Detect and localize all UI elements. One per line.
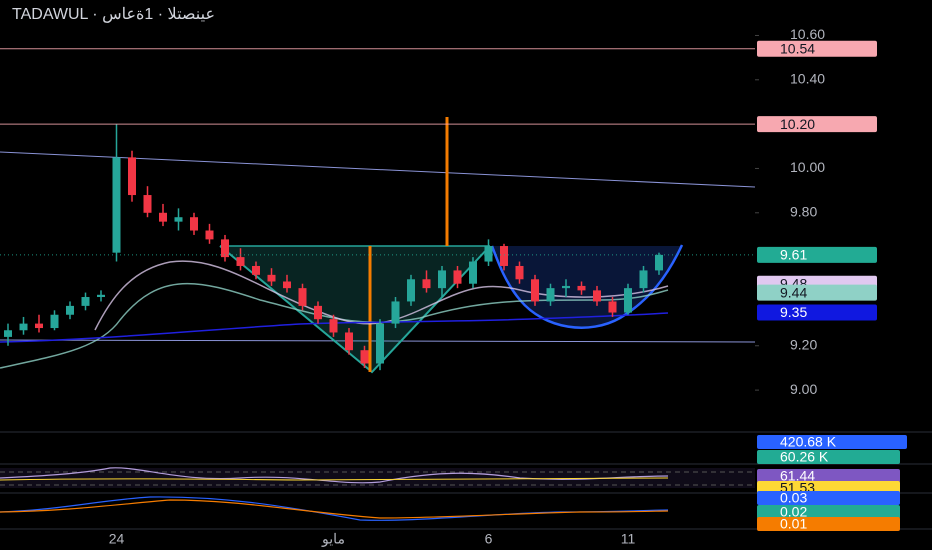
candle-body bbox=[515, 265, 524, 280]
cup-line bbox=[490, 244, 684, 329]
candle-body bbox=[35, 323, 43, 329]
price-badge-label: 9.44 bbox=[780, 284, 807, 300]
indicator-badge-label: 0.01 bbox=[780, 516, 807, 532]
indicator-badge bbox=[757, 491, 900, 505]
rsi-band bbox=[0, 468, 755, 488]
price-badge-label: 9.35 bbox=[780, 304, 807, 320]
candle-body bbox=[143, 195, 152, 213]
candle-body bbox=[438, 270, 446, 289]
candle-body bbox=[97, 294, 105, 298]
candle-body bbox=[190, 217, 198, 231]
candle-body bbox=[593, 290, 601, 302]
x-tick-label: 6 bbox=[485, 531, 493, 547]
price-badge bbox=[757, 284, 877, 301]
candle-body bbox=[81, 297, 90, 306]
indicator-badge-label: 61.44 bbox=[780, 468, 815, 484]
indicator-badge bbox=[757, 435, 907, 449]
candle-body bbox=[221, 239, 229, 258]
y-tick-label: 9.20 bbox=[790, 336, 817, 352]
candle-body bbox=[329, 319, 338, 333]
indicator-badge-label: 0.03 bbox=[780, 490, 807, 506]
candle-body bbox=[19, 323, 28, 331]
candle-body bbox=[66, 305, 74, 315]
rsi-line bbox=[0, 467, 669, 484]
candle-body bbox=[174, 217, 183, 222]
price-badge-label: 10.54 bbox=[780, 40, 815, 56]
candle-body bbox=[484, 246, 493, 262]
pattern-line bbox=[219, 245, 491, 374]
indicator-badge bbox=[757, 517, 900, 531]
candle-body bbox=[50, 314, 59, 329]
moving-average bbox=[0, 312, 669, 343]
candle-body bbox=[453, 270, 462, 284]
x-tick-label: 11 bbox=[621, 531, 636, 547]
price-badge bbox=[757, 40, 877, 57]
candle-body bbox=[205, 230, 214, 240]
candle-body bbox=[267, 274, 276, 282]
candle-body bbox=[655, 254, 663, 271]
y-tick-label: 10.00 bbox=[790, 159, 825, 175]
candle-body bbox=[500, 246, 508, 266]
candle-body bbox=[314, 305, 322, 320]
candle-body bbox=[608, 301, 617, 313]
moving-average bbox=[94, 260, 669, 331]
candle-body bbox=[4, 330, 12, 337]
candle-body bbox=[562, 285, 570, 289]
candle-body bbox=[112, 157, 121, 253]
candle-body bbox=[252, 265, 260, 275]
price-badge-label: 9.61 bbox=[780, 247, 807, 263]
candle-body bbox=[469, 261, 477, 284]
candle-body bbox=[236, 257, 245, 266]
indicator-badge bbox=[757, 505, 900, 519]
candle-body bbox=[422, 279, 431, 289]
y-tick-label: 9.80 bbox=[790, 203, 817, 219]
y-tick-label: 10.60 bbox=[790, 26, 825, 42]
candle-body bbox=[407, 279, 415, 302]
y-tick-label: 10.40 bbox=[790, 70, 825, 86]
trend-line bbox=[0, 151, 756, 188]
price-badge-label: 10.20 bbox=[780, 116, 815, 132]
indicator-badge-label: 0.02 bbox=[780, 504, 807, 520]
candle-body bbox=[639, 270, 648, 289]
candle-body bbox=[391, 301, 400, 324]
candle-body bbox=[298, 288, 307, 306]
candle-body bbox=[128, 157, 136, 196]
chart-title: TADAWUL · عينصتلا · 1ةعاس bbox=[12, 6, 215, 23]
candle-body bbox=[577, 285, 586, 291]
candle-body bbox=[345, 332, 353, 351]
price-badge bbox=[757, 304, 877, 321]
indicator-badge-label: 420.68 K bbox=[780, 434, 837, 450]
price-badge bbox=[757, 246, 877, 263]
indicator-badge bbox=[757, 469, 900, 483]
x-tick-label: 24 bbox=[109, 531, 125, 547]
signal-line bbox=[0, 499, 669, 519]
candle-body bbox=[376, 323, 384, 364]
candle-body bbox=[546, 288, 555, 302]
candle-body bbox=[624, 288, 632, 313]
candle-body bbox=[159, 212, 167, 222]
indicator-badge bbox=[757, 450, 900, 464]
x-tick-label: مايو bbox=[321, 531, 345, 548]
rsi-ma bbox=[0, 477, 669, 481]
candle-body bbox=[283, 281, 291, 289]
y-tick-label: 9.00 bbox=[790, 381, 817, 397]
price-badge bbox=[757, 116, 877, 133]
candle-body bbox=[360, 350, 369, 364]
candle-body bbox=[531, 279, 539, 302]
indicator-badge-label: 60.26 K bbox=[780, 449, 829, 465]
